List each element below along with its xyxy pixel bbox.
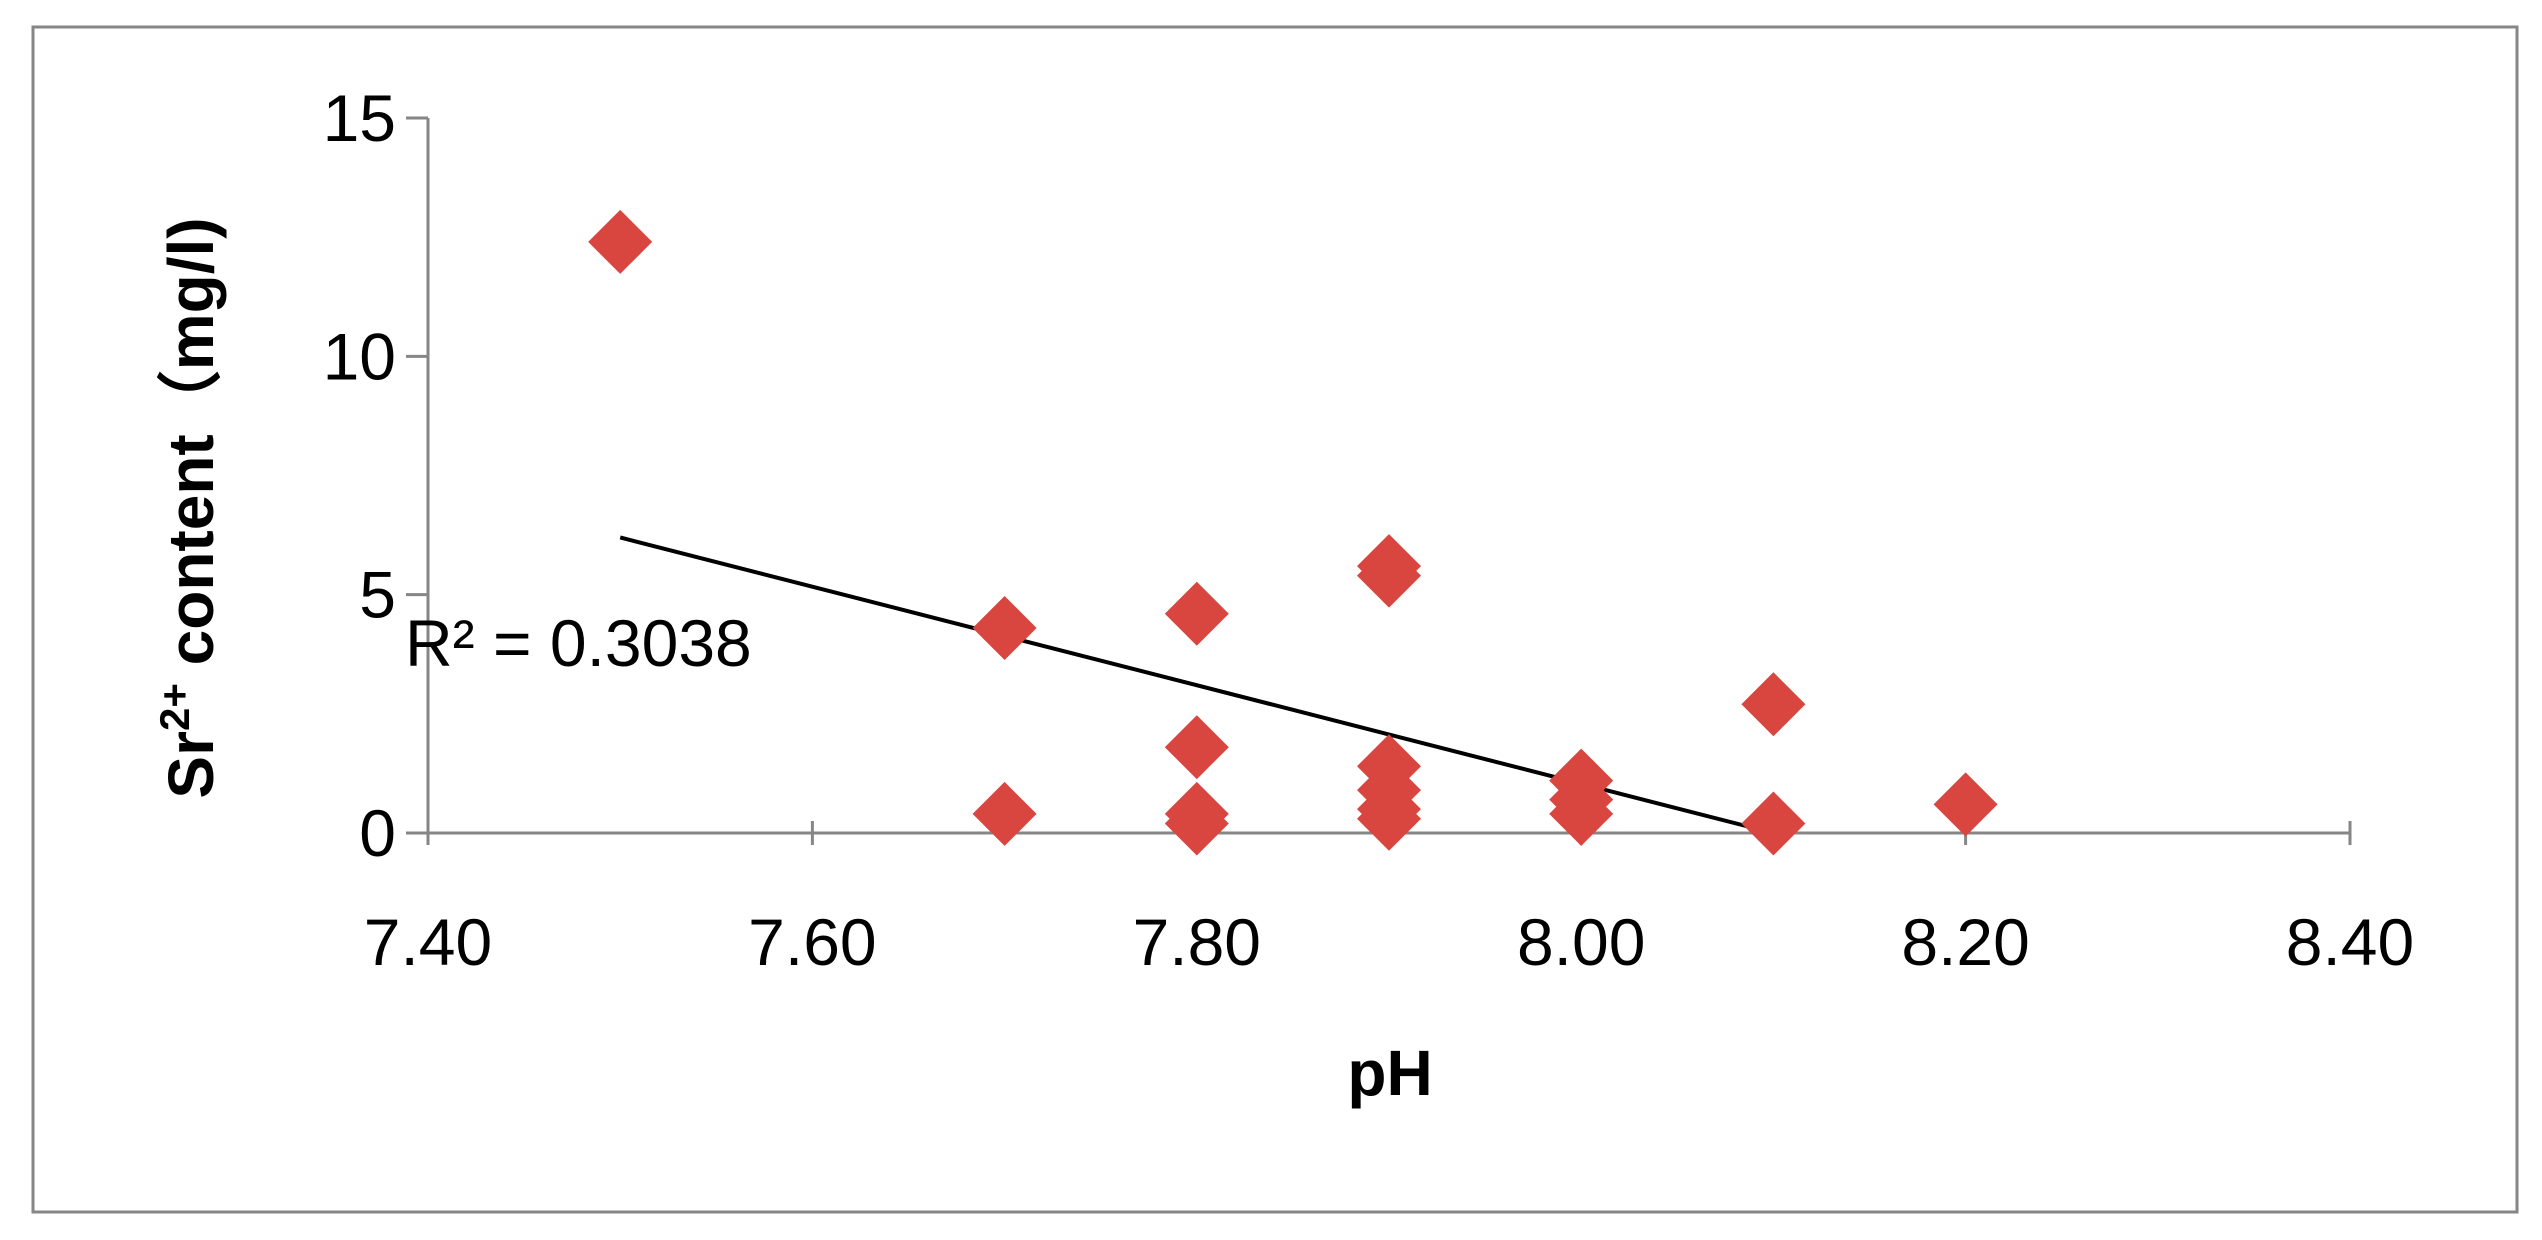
y-axis-title-superscript: 2+ — [151, 683, 198, 731]
y-axis-title-rest: content（mg/l) — [155, 217, 227, 683]
y-axis-title-main: Sr — [155, 731, 227, 799]
chart-frame — [31, 25, 2519, 1214]
data-point — [1357, 543, 1421, 608]
x-tick-label: 8.40 — [2286, 905, 2414, 979]
data-points — [588, 209, 1998, 856]
tick-labels: 7.40 7.60 7.80 8.00 8.20 8.40 0 5 10 15 — [323, 81, 2415, 979]
data-point — [1549, 781, 1614, 846]
x-tick-label: 7.60 — [748, 905, 876, 979]
x-tick-label: 8.20 — [1901, 905, 2029, 979]
data-point — [1164, 791, 1229, 856]
y-tick-label: 5 — [359, 558, 396, 632]
data-point — [588, 209, 653, 274]
y-tick-label: 10 — [323, 319, 396, 393]
data-point — [1357, 786, 1421, 851]
x-tick-label: 7.80 — [1133, 905, 1261, 979]
data-point — [1741, 791, 1806, 856]
x-tick-label: 7.40 — [364, 905, 492, 979]
y-tick-label: 0 — [359, 796, 396, 870]
trendline-r2-label: R² = 0.3038 — [405, 606, 752, 680]
x-tick-label: 8.00 — [1517, 905, 1645, 979]
y-tick-label: 15 — [323, 81, 396, 155]
y-axis-title: Sr2+ content（mg/l) — [151, 217, 227, 798]
data-point — [1741, 672, 1806, 737]
data-point — [1164, 581, 1229, 646]
data-point — [972, 781, 1037, 846]
data-point — [1933, 772, 1998, 837]
data-point — [1164, 715, 1229, 780]
data-point — [972, 596, 1037, 661]
x-axis-title: pH — [1347, 1037, 1432, 1109]
